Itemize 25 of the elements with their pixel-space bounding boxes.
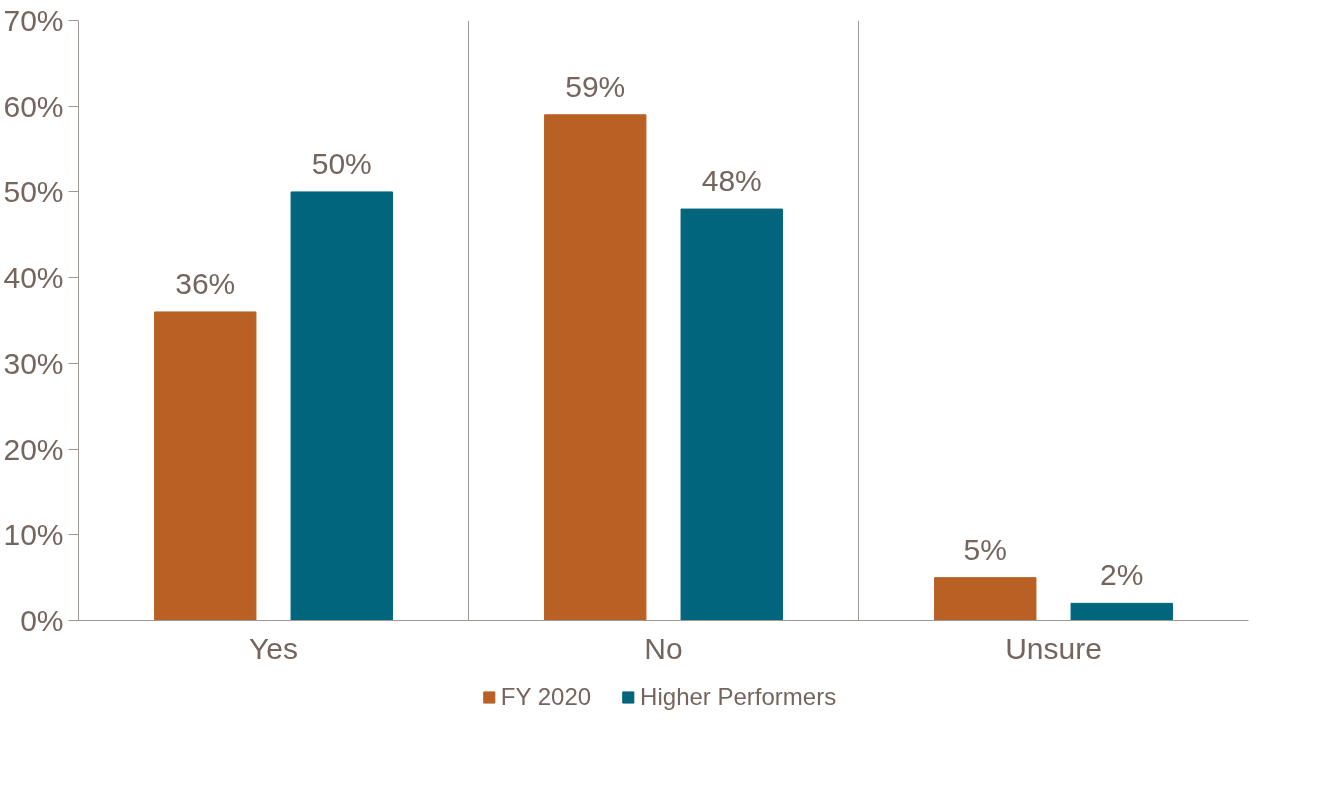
y-tick-label: 20% [3, 432, 64, 466]
y-tick-label: 60% [3, 89, 64, 123]
legend-label: FY 2020 [500, 683, 592, 711]
data-label: 48% [701, 164, 762, 198]
data-label: 36% [175, 266, 236, 300]
x-tick-label: Unsure [1005, 631, 1102, 665]
data-label: 50% [311, 146, 372, 180]
bar [1070, 602, 1173, 621]
bar [154, 311, 257, 621]
legend-label: Higher Performers [640, 683, 837, 711]
bar [544, 114, 647, 621]
data-label: 59% [565, 69, 626, 103]
y-tick-label: 40% [3, 261, 64, 295]
x-tick-label: Yes [249, 631, 298, 665]
data-label: 5% [963, 532, 1007, 566]
y-tick-label: 30% [3, 346, 64, 380]
bar [290, 191, 393, 621]
bar [680, 208, 783, 621]
y-tick-label: 50% [3, 175, 64, 209]
y-tick-label: 10% [3, 518, 64, 552]
x-tick-label: No [644, 631, 683, 665]
y-tick-label: 70% [3, 4, 64, 37]
data-label: 2% [1100, 558, 1144, 592]
y-tick-label: 0% [20, 604, 64, 637]
bar [934, 577, 1037, 621]
